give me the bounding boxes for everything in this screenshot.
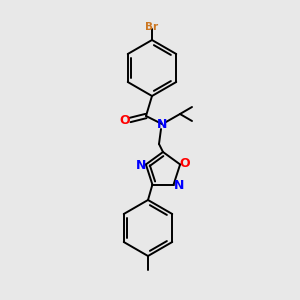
Text: O: O — [180, 157, 190, 170]
Text: Br: Br — [146, 22, 159, 32]
Text: N: N — [173, 179, 184, 192]
Text: O: O — [120, 113, 130, 127]
Text: N: N — [136, 159, 146, 172]
Text: N: N — [157, 118, 167, 130]
